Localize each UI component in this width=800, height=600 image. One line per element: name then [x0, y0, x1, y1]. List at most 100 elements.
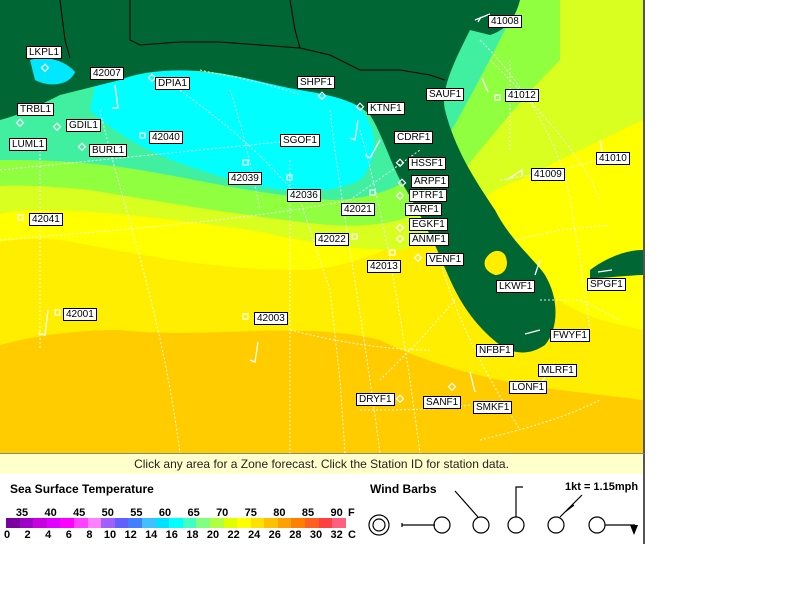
station-42013[interactable]: 42013	[367, 260, 401, 273]
wind-barb-10kt-circle-icon	[472, 516, 490, 534]
state-border	[59, 0, 71, 59]
station-42003[interactable]: 42003	[254, 312, 288, 325]
station-lkpl1[interactable]: LKPL1	[26, 46, 63, 59]
station-dpia1[interactable]: DPIA1	[155, 77, 190, 90]
station-42022[interactable]: 42022	[315, 233, 349, 246]
celsius-tick: 14	[145, 529, 158, 541]
lake-okeechobee	[484, 250, 507, 275]
celsius-tick: 24	[248, 529, 261, 541]
station-nfbf1[interactable]: NFBF1	[476, 344, 514, 357]
celsius-tick: 2	[24, 529, 31, 541]
station-cdrf1[interactable]: CDRF1	[394, 131, 434, 144]
station-41010[interactable]: 41010	[596, 152, 630, 165]
station-42039[interactable]: 42039	[228, 172, 262, 185]
station-anmf1[interactable]: ANMF1	[409, 233, 449, 246]
fahrenheit-tick: 50	[101, 507, 114, 519]
station-sauf1[interactable]: SAUF1	[426, 88, 465, 101]
color-swatch	[87, 518, 102, 528]
station-egkf1[interactable]: EGKF1	[409, 218, 448, 231]
color-swatch	[264, 518, 278, 528]
station-41012[interactable]: 41012	[505, 89, 539, 102]
sst-band-cyan	[90, 60, 374, 191]
station-42040[interactable]: 42040	[149, 131, 183, 144]
fahrenheit-unit: F	[348, 507, 355, 519]
celsius-tick: 18	[186, 529, 199, 541]
click-hint: Click any area for a Zone forecast. Clic…	[0, 454, 643, 474]
color-swatch	[250, 518, 265, 528]
station-sanf1[interactable]: SANF1	[423, 396, 462, 409]
celsius-tick: 30	[309, 529, 323, 541]
color-swatch	[332, 518, 346, 528]
celsius-unit: C	[348, 529, 356, 541]
fahrenheit-tick: 60	[158, 507, 172, 519]
wind-barb-15kt-circle-icon	[507, 516, 525, 534]
knot-conversion: 1kt = 1.15mph	[565, 481, 639, 493]
celsius-tick: 32	[330, 529, 343, 541]
celsius-tick: 20	[206, 529, 220, 541]
color-swatch	[305, 518, 319, 528]
station-41008[interactable]: 41008	[488, 15, 522, 28]
station-fwyf1[interactable]: FWYF1	[550, 329, 590, 342]
station-hssf1[interactable]: HSSF1	[408, 157, 447, 170]
celsius-tick: 16	[165, 529, 178, 541]
fahrenheit-tick: 55	[130, 507, 143, 519]
celsius-tick: 0	[3, 529, 11, 541]
fahrenheit-tick: 40	[44, 507, 57, 519]
celsius-tick: 12	[124, 529, 137, 541]
celsius-tick: 28	[289, 529, 302, 541]
fahrenheit-tick: 75	[244, 507, 257, 519]
station-sgof1[interactable]: SGOF1	[280, 134, 320, 147]
station-41009[interactable]: 41009	[531, 168, 565, 181]
station-lkwf1[interactable]: LKWF1	[496, 280, 536, 293]
station-venf1[interactable]: VENF1	[426, 253, 465, 266]
state-border	[289, 0, 301, 49]
color-swatch	[114, 518, 129, 528]
station-spgf1[interactable]: SPGF1	[587, 278, 626, 291]
station-trbl1[interactable]: TRBL1	[17, 103, 55, 116]
station-ktnf1[interactable]: KTNF1	[367, 102, 405, 115]
station-42041[interactable]: 42041	[29, 213, 63, 226]
station-42036[interactable]: 42036	[287, 189, 321, 202]
station-luml1[interactable]: LUML1	[9, 138, 48, 151]
wind-barb-5kt-icon	[401, 523, 435, 527]
fahrenheit-tick: 80	[273, 507, 286, 519]
station-arpf1[interactable]: ARPF1	[411, 175, 450, 188]
station-tarf1[interactable]: TARF1	[405, 203, 442, 216]
station-mlrf1[interactable]: MLRF1	[538, 364, 577, 377]
color-swatch	[277, 518, 292, 528]
color-swatch	[33, 518, 47, 528]
fahrenheit-tick: 45	[73, 507, 86, 519]
station-ptrf1[interactable]: PTRF1	[409, 189, 447, 202]
station-42001[interactable]: 42001	[63, 308, 97, 321]
station-lonf1[interactable]: LONF1	[509, 381, 548, 394]
land-mass	[0, 0, 556, 353]
wind-barb-5kt-circle-icon	[433, 516, 451, 534]
station-dryf1[interactable]: DRYF1	[356, 393, 395, 406]
color-swatch	[128, 518, 142, 528]
station-shpf1[interactable]: SHPF1	[297, 76, 336, 89]
station-42007[interactable]: 42007	[90, 67, 124, 80]
fahrenheit-tick: 65	[187, 507, 200, 519]
wind-barbs-title: Wind Barbs	[370, 482, 437, 496]
wind-barb-legend	[368, 486, 638, 536]
color-swatch	[182, 518, 197, 528]
color-swatch	[46, 518, 61, 528]
fahrenheit-tick: 70	[216, 507, 229, 519]
color-swatch	[291, 518, 306, 528]
celsius-tick: 4	[45, 529, 52, 541]
color-swatch	[73, 518, 88, 528]
station-42021[interactable]: 42021	[341, 203, 375, 216]
station-smkf1[interactable]: SMKF1	[473, 401, 513, 414]
station-gdil1[interactable]: GDIL1	[66, 119, 101, 132]
color-swatch	[6, 518, 20, 528]
fahrenheit-tick: 35	[15, 507, 29, 519]
color-swatch	[19, 518, 34, 528]
color-swatch	[318, 518, 333, 528]
station-burl1[interactable]: BURL1	[89, 144, 128, 157]
celsius-tick: 10	[103, 529, 117, 541]
lake-pontchartrain	[30, 58, 75, 85]
wind-barb-50kt-circle-icon	[588, 516, 606, 534]
wind-barb-10kt-icon	[454, 490, 479, 518]
fahrenheit-tick: 85	[301, 507, 315, 519]
color-swatch	[60, 518, 74, 528]
